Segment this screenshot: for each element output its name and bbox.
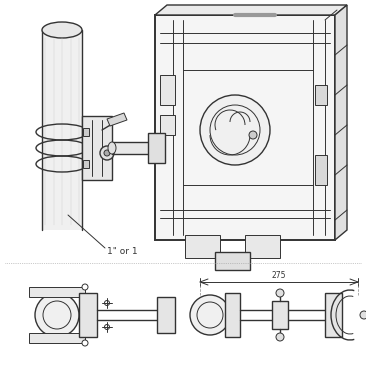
Circle shape <box>276 333 284 341</box>
Circle shape <box>82 340 88 346</box>
Polygon shape <box>29 333 85 343</box>
Polygon shape <box>107 113 127 126</box>
Bar <box>83 160 89 168</box>
Ellipse shape <box>42 22 82 38</box>
Bar <box>315 85 327 105</box>
Polygon shape <box>112 142 153 154</box>
Polygon shape <box>335 5 347 240</box>
Polygon shape <box>245 235 280 258</box>
Polygon shape <box>29 287 85 297</box>
Circle shape <box>276 289 284 297</box>
Polygon shape <box>82 116 112 180</box>
Bar <box>315 155 327 185</box>
Circle shape <box>249 131 257 139</box>
Bar <box>160 75 175 105</box>
Polygon shape <box>79 293 97 337</box>
Circle shape <box>100 146 114 160</box>
Circle shape <box>35 293 79 337</box>
Polygon shape <box>325 293 342 337</box>
Circle shape <box>190 295 230 335</box>
Polygon shape <box>148 133 165 163</box>
Polygon shape <box>185 235 220 258</box>
Text: 1" or 1: 1" or 1 <box>107 247 138 256</box>
Polygon shape <box>157 297 175 333</box>
Polygon shape <box>42 30 82 230</box>
Text: 275: 275 <box>272 271 286 280</box>
Bar <box>83 128 89 136</box>
Polygon shape <box>155 15 335 240</box>
Circle shape <box>104 150 110 156</box>
Bar <box>160 115 175 135</box>
Circle shape <box>200 95 270 165</box>
Polygon shape <box>215 252 250 270</box>
Polygon shape <box>225 293 240 337</box>
Circle shape <box>360 311 366 319</box>
Circle shape <box>82 284 88 290</box>
Polygon shape <box>272 301 288 329</box>
Ellipse shape <box>108 142 116 154</box>
Polygon shape <box>155 5 347 15</box>
